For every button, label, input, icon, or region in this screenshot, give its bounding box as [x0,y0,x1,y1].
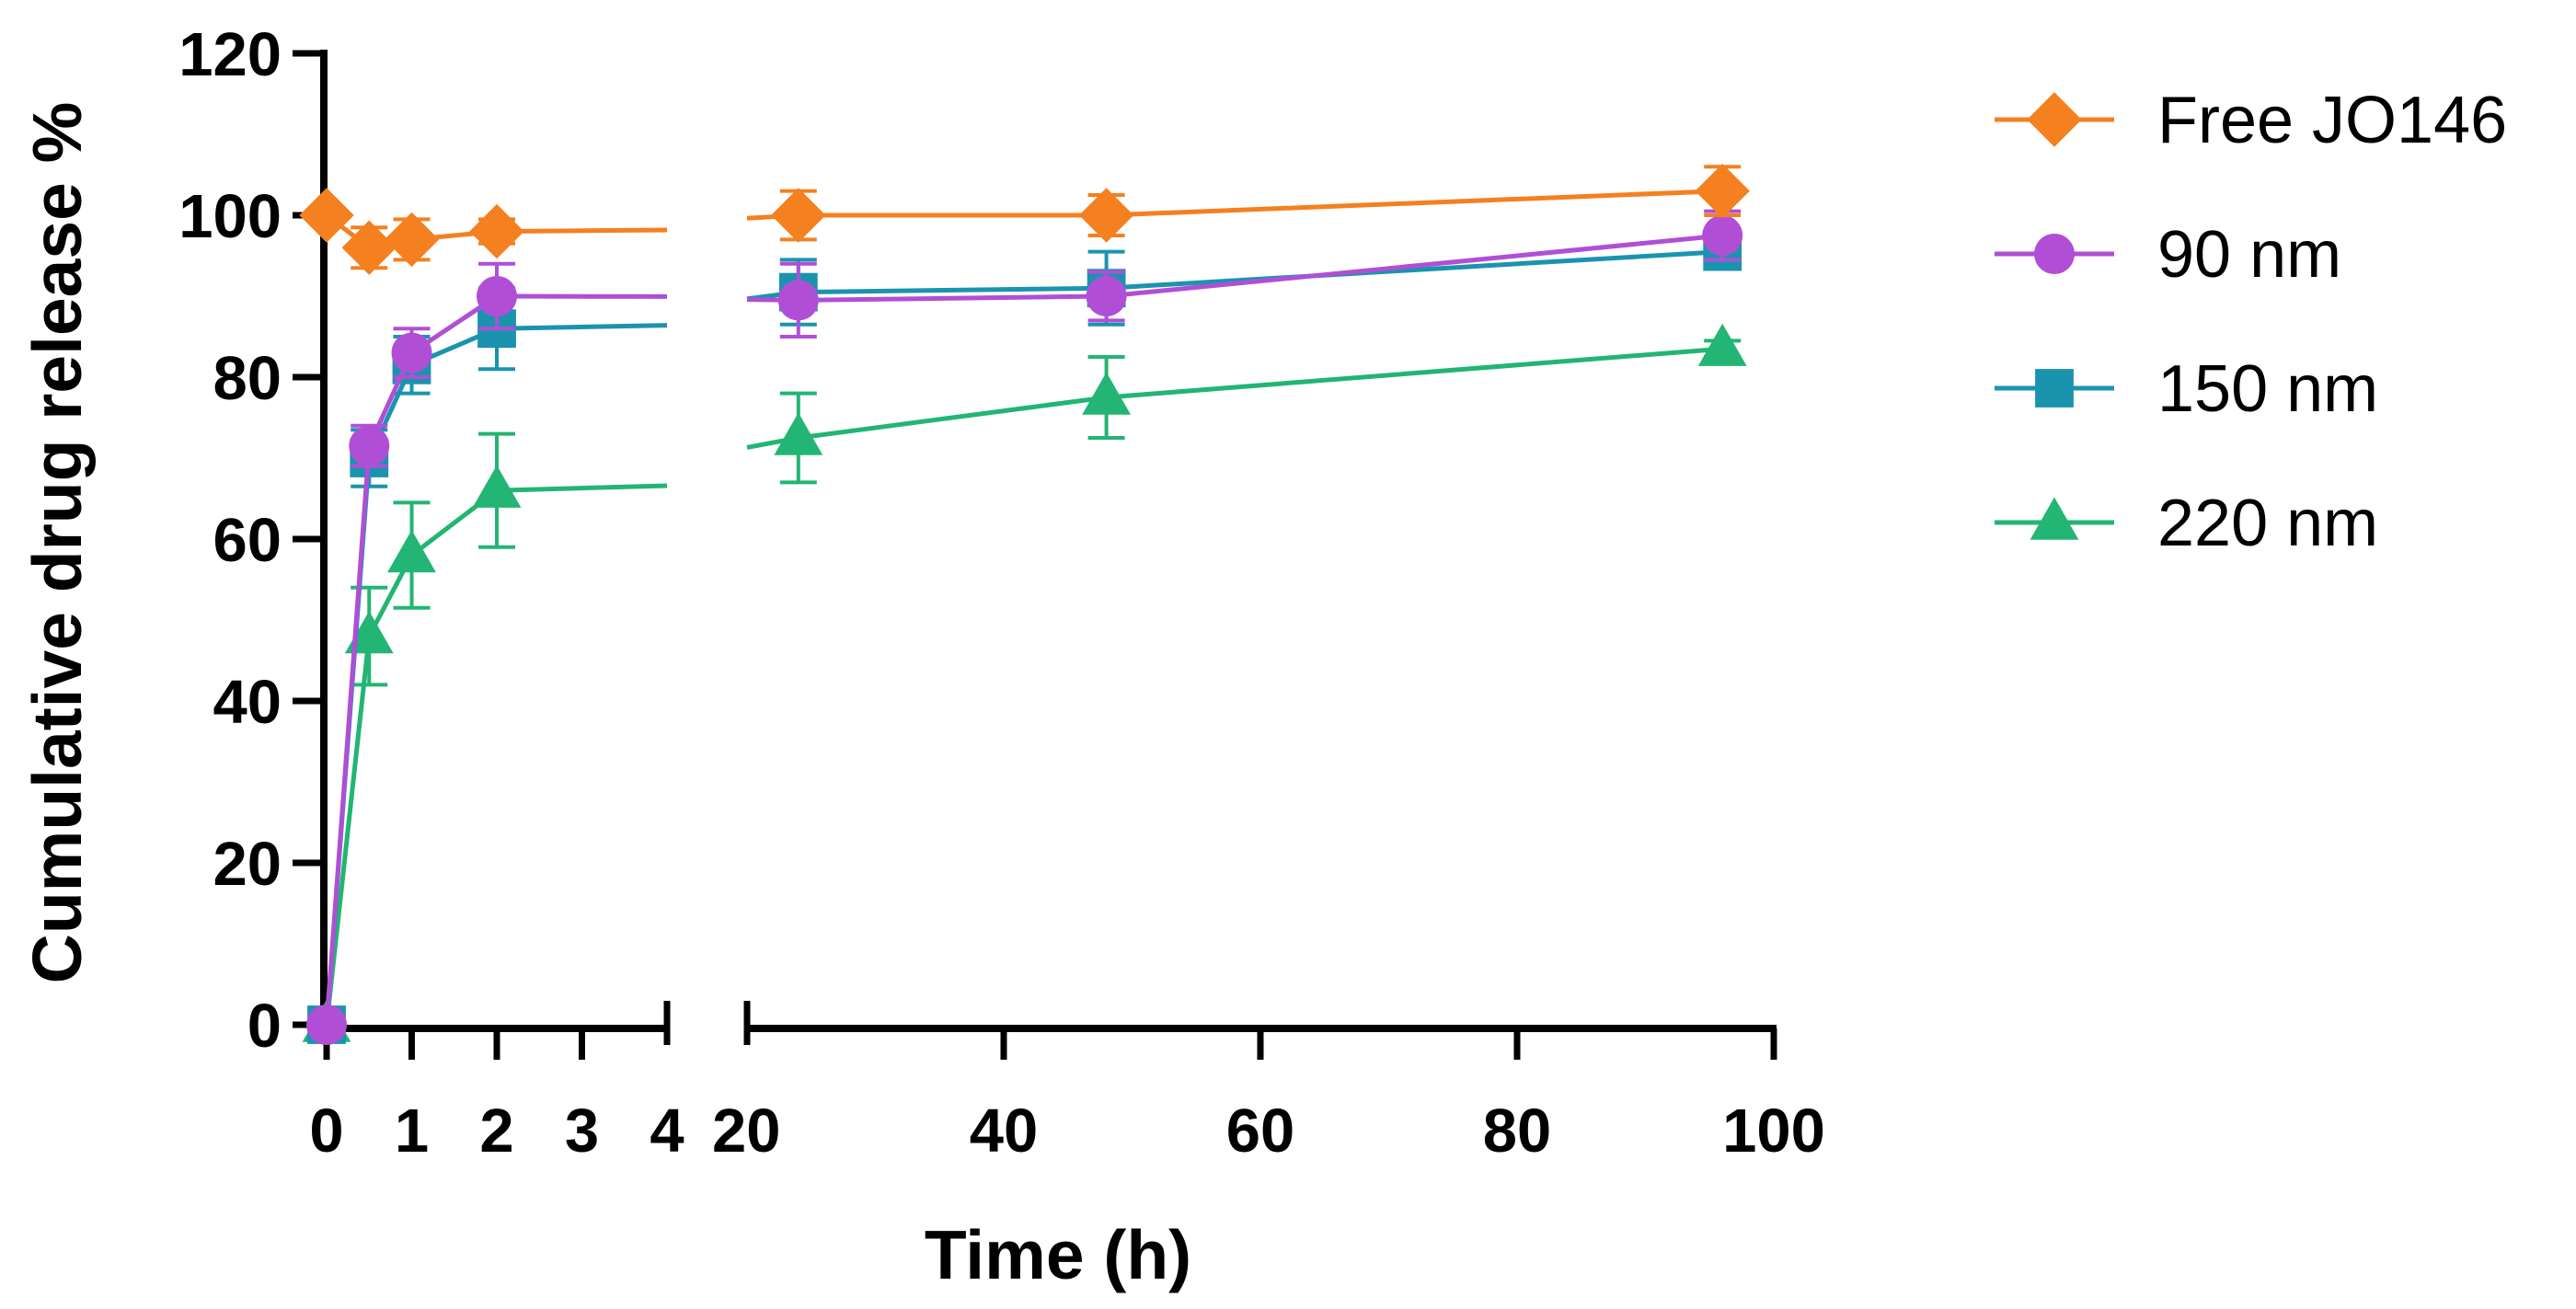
x-tick-label-3: 3 [565,1097,599,1165]
data-point [299,188,354,243]
x-tick-label-1: 1 [395,1097,429,1165]
y-tick-label-0: 0 [247,992,282,1061]
series-line-segment [324,445,372,1026]
x-tick-label-60: 60 [1226,1097,1295,1165]
series-line-segment [798,293,1107,303]
legend-label: 220 nm [2157,487,2378,560]
data-point [387,530,436,573]
x-tick-label-80: 80 [1483,1097,1552,1165]
series-220-nm [302,323,1747,1042]
data-point [777,280,819,321]
data-point [1702,215,1743,256]
y-tick-label-40: 40 [213,668,282,737]
data-point [771,188,826,243]
y-axis-title: Cumulative drug release % [18,102,96,984]
data-point [1078,188,1134,243]
data-point [349,425,390,466]
series-line-segment [1106,233,1723,299]
legend-label: Free JO146 [2157,84,2507,157]
legend-item: Free JO146 [1995,84,2507,157]
legend-marker [2027,92,2082,147]
data-point [306,1005,347,1045]
legend-item: 220 nm [1995,487,2378,560]
y-tick-label-80: 80 [213,344,282,413]
legend-item: 150 nm [1995,352,2378,426]
series-line-segment [1106,249,1723,291]
series-line-segment [496,227,668,235]
x-tick-label-0: 0 [309,1097,343,1165]
data-point [384,212,440,268]
data-point [1695,163,1750,219]
series-line-segment [1106,189,1723,218]
data-point [469,203,524,259]
x-tick-label-4: 4 [650,1097,684,1165]
data-point [1082,372,1131,415]
y-tick-label-60: 60 [213,506,282,575]
series-line-segment [1106,346,1723,400]
x-tick-label-20: 20 [712,1097,781,1165]
x-tick-label-2: 2 [479,1097,513,1165]
data-point [477,276,517,316]
legend-marker [2030,497,2079,540]
series-line-segment [798,285,1107,295]
data-point [1697,323,1747,366]
legend-label: 150 nm [2157,352,2378,426]
series-line-segment [496,323,668,331]
legend-label: 90 nm [2157,218,2341,292]
data-point [774,412,823,455]
series-line-segment [798,395,1107,441]
series-150-nm [307,232,1742,1044]
series-line-segment [496,483,668,493]
y-tick-label-120: 120 [178,20,282,89]
legend-marker [2034,234,2075,274]
data-point [391,332,432,373]
data-point [472,465,522,508]
plot-area [299,163,1750,1045]
legend-item: 90 nm [1995,218,2341,292]
data-point [341,220,397,275]
legend-marker [2035,369,2074,408]
series-free-jo146 [299,163,1750,275]
x-tick-label-40: 40 [970,1097,1039,1165]
x-tick-label-100: 100 [1722,1097,1825,1165]
y-tick-label-100: 100 [178,182,282,251]
y-tick-label-20: 20 [213,830,282,899]
legend: Free JO146 90 nm 150 nm 220 nm [1995,84,2507,560]
data-point [1086,276,1127,316]
series-90-nm [306,209,1743,1045]
x-axis-title: Time (h) [925,1216,1191,1293]
